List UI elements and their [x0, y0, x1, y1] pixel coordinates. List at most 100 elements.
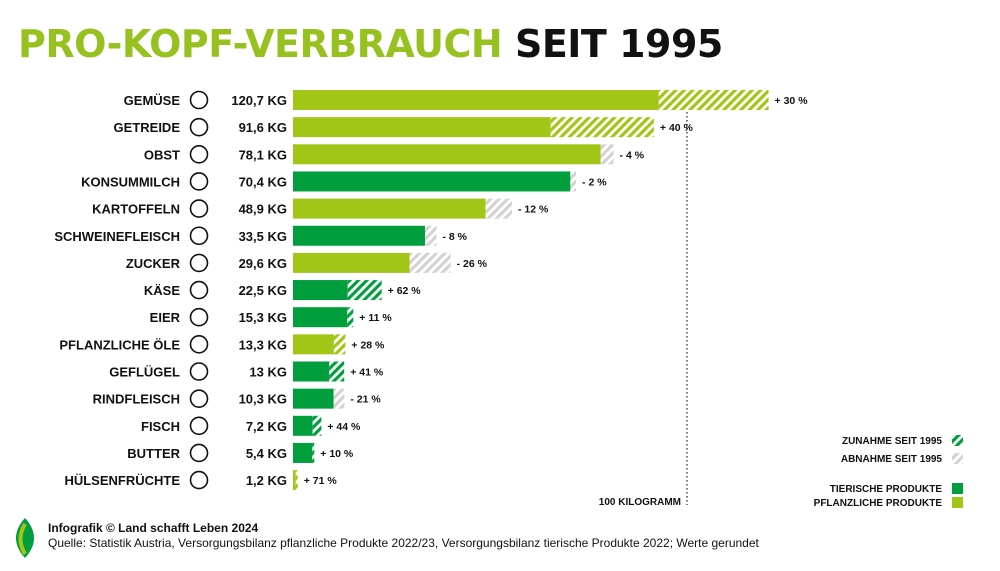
category-label: BUTTER	[127, 446, 180, 461]
bar-current	[293, 361, 330, 382]
value-label: 5,4 KG	[246, 446, 287, 461]
bar-increase	[347, 280, 382, 301]
land-schafft-leben-logo	[15, 518, 35, 558]
category-label: HÜLSENFRÜCHTE	[64, 473, 180, 488]
legend-label: TIERISCHE PRODUKTE	[830, 484, 943, 495]
legend-swatch	[952, 435, 963, 446]
value-label: 22,5 KG	[239, 283, 287, 298]
bar-current	[293, 388, 334, 409]
beans-icon	[189, 470, 209, 490]
eggs-icon	[189, 307, 209, 327]
value-label: 1,2 KG	[246, 473, 287, 488]
change-label: + 44 %	[327, 421, 361, 433]
value-label: 13 KG	[249, 365, 287, 380]
bar-current	[293, 334, 334, 355]
reference-line-label: 100 KILOGRAMM	[599, 497, 681, 508]
wheat-icon	[189, 117, 209, 137]
change-label: + 62 %	[388, 285, 422, 297]
change-label: + 41 %	[350, 367, 384, 379]
steak-icon	[189, 389, 209, 408]
bar-decrease	[409, 252, 451, 273]
bar-current	[293, 117, 551, 138]
bar-current	[293, 280, 348, 301]
leaf-icon	[189, 335, 209, 354]
potato-icon	[189, 199, 209, 218]
bar-decrease	[570, 171, 577, 192]
bar-increase	[329, 361, 345, 382]
butter-icon-shape	[189, 443, 209, 463]
fish-icon	[189, 416, 209, 436]
bar-current	[293, 415, 313, 436]
page-title: PRO-KOPF-VERBRAUCH SEIT 1995	[18, 22, 723, 66]
bar-decrease	[424, 225, 437, 246]
value-label: 10,3 KG	[239, 392, 287, 407]
potato-icon-shape	[189, 199, 209, 218]
ham-icon	[189, 226, 209, 246]
bar-current	[293, 225, 425, 246]
category-label: KONSUMMILCH	[81, 174, 180, 189]
category-label: PFLANZLICHE ÖLE	[59, 337, 180, 352]
category-label: RINDFLEISCH	[93, 392, 180, 407]
value-label: 70,4 KG	[239, 174, 287, 189]
bar-current	[293, 470, 296, 491]
apple-icon	[189, 145, 209, 164]
bar-current	[293, 307, 348, 328]
bar-increase	[347, 307, 354, 328]
value-label: 29,6 KG	[239, 256, 287, 271]
legend-swatch	[952, 497, 963, 508]
title-part-green: PRO-KOPF-VERBRAUCH	[18, 22, 503, 66]
bar-increase	[312, 415, 322, 436]
bar-current	[293, 198, 486, 219]
chicken-leg-icon	[189, 362, 209, 381]
category-label: FISCH	[141, 419, 180, 434]
change-label: - 8 %	[442, 231, 467, 243]
butter-icon	[189, 443, 209, 463]
category-label: KARTOFFELN	[92, 202, 180, 217]
milk-carton-icon-shape	[189, 172, 209, 191]
bar-decrease	[485, 198, 512, 219]
bar-increase	[658, 90, 769, 110]
title-part-black: SEIT 1995	[514, 22, 723, 66]
category-label: ZUCKER	[126, 256, 181, 271]
change-label: - 2 %	[582, 176, 607, 188]
category-label: GEFLÜGEL	[109, 365, 180, 380]
category-label: KÄSE	[144, 283, 180, 298]
source: Quelle: Statistik Austria, Versorgungsbi…	[48, 536, 759, 550]
steak-icon-shape	[189, 389, 209, 408]
wheat-icon-shape	[189, 117, 209, 137]
value-label: 15,3 KG	[239, 310, 287, 325]
vegetable-icon	[189, 90, 209, 110]
ham-icon-shape	[189, 226, 209, 246]
change-label: + 71 %	[304, 475, 338, 487]
change-label: + 28 %	[351, 339, 385, 351]
change-label: - 26 %	[457, 258, 488, 270]
category-label: OBST	[144, 147, 180, 162]
bar-increase	[333, 334, 346, 355]
value-label: 33,5 KG	[239, 229, 287, 244]
credit: Infografik © Land schafft Leben 2024	[48, 521, 259, 535]
category-label: GEMÜSE	[124, 93, 181, 108]
bar-current	[293, 442, 313, 463]
legend-swatch	[952, 453, 963, 464]
chicken-leg-icon-shape	[189, 362, 209, 381]
value-label: 48,9 KG	[239, 202, 287, 217]
value-label: 120,7 KG	[231, 93, 287, 108]
bar-increase	[295, 470, 298, 491]
bar-decrease	[600, 144, 614, 165]
change-label: + 30 %	[775, 95, 809, 107]
sugar-cube-icon	[189, 253, 209, 273]
legend-label: PFLANZLICHE PRODUKTE	[814, 498, 943, 509]
bar-current	[293, 90, 659, 110]
footer: Infografik © Land schafft Leben 2024 Que…	[48, 521, 759, 551]
beans-icon-shape	[189, 470, 209, 490]
category-label: EIER	[150, 310, 181, 325]
value-label: 78,1 KG	[239, 147, 287, 162]
apple-icon-shape	[189, 145, 209, 164]
change-label: + 40 %	[660, 122, 694, 134]
leaf-icon-shape	[189, 335, 209, 354]
cheese-icon-shape	[189, 280, 209, 300]
vegetable-icon-shape	[189, 90, 209, 110]
bar-increase	[312, 442, 315, 463]
bar-current	[293, 144, 601, 165]
